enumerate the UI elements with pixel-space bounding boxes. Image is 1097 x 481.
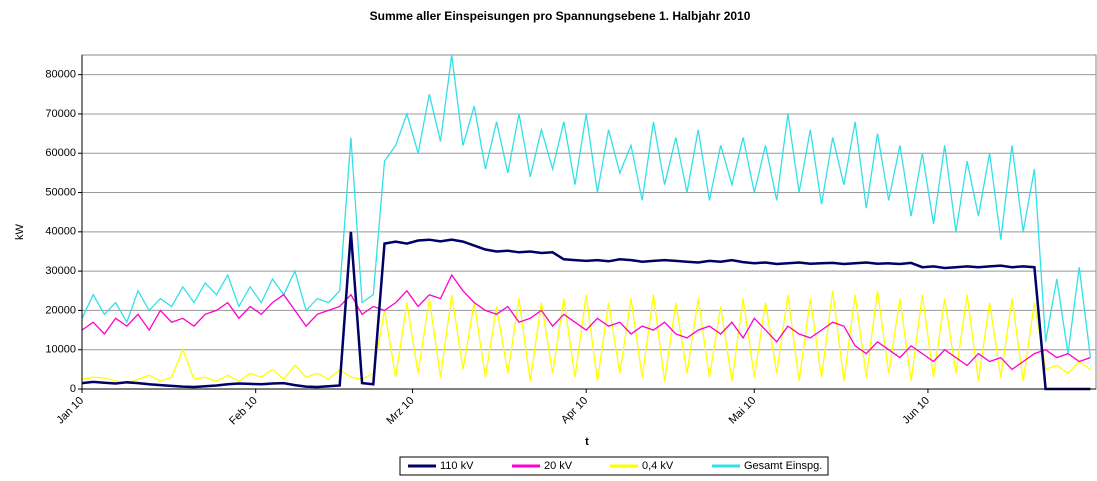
- chart-title: Summe aller Einspeisungen pro Spannungse…: [370, 9, 751, 23]
- x-axis-label: t: [585, 436, 589, 448]
- y-tick-label: 0: [70, 383, 76, 395]
- y-tick-label: 40000: [45, 226, 76, 238]
- legend-label: 0,4 kV: [642, 460, 674, 472]
- x-tick-label: Jun 10: [900, 395, 932, 427]
- series-line: [81, 290, 1091, 384]
- y-tick-label: 20000: [45, 304, 76, 316]
- y-tick-label: 30000: [45, 265, 76, 277]
- legend-label: 110 kV: [440, 460, 474, 472]
- series-line: [81, 231, 1091, 391]
- y-tick-label: 60000: [45, 147, 76, 159]
- x-tick-label: Feb 10: [227, 395, 260, 428]
- plot-area: [81, 54, 1097, 390]
- x-tick-label: Mrz 10: [384, 395, 416, 427]
- y-tick-label: 70000: [45, 108, 76, 120]
- series-line: [81, 54, 1092, 358]
- x-tick-label: Mai 10: [727, 395, 759, 427]
- y-tick-label: 50000: [45, 186, 76, 198]
- y-tick-label: 80000: [45, 69, 76, 81]
- legend-label: Gesamt Einspg.: [744, 460, 822, 472]
- x-tick-label: Apr 10: [559, 395, 590, 426]
- x-tick-label: Jan 10: [54, 395, 86, 427]
- y-axis-label: kW: [14, 223, 26, 240]
- y-tick-label: 10000: [45, 344, 76, 356]
- legend-label: 20 kV: [544, 460, 573, 472]
- series-line: [81, 273, 1091, 371]
